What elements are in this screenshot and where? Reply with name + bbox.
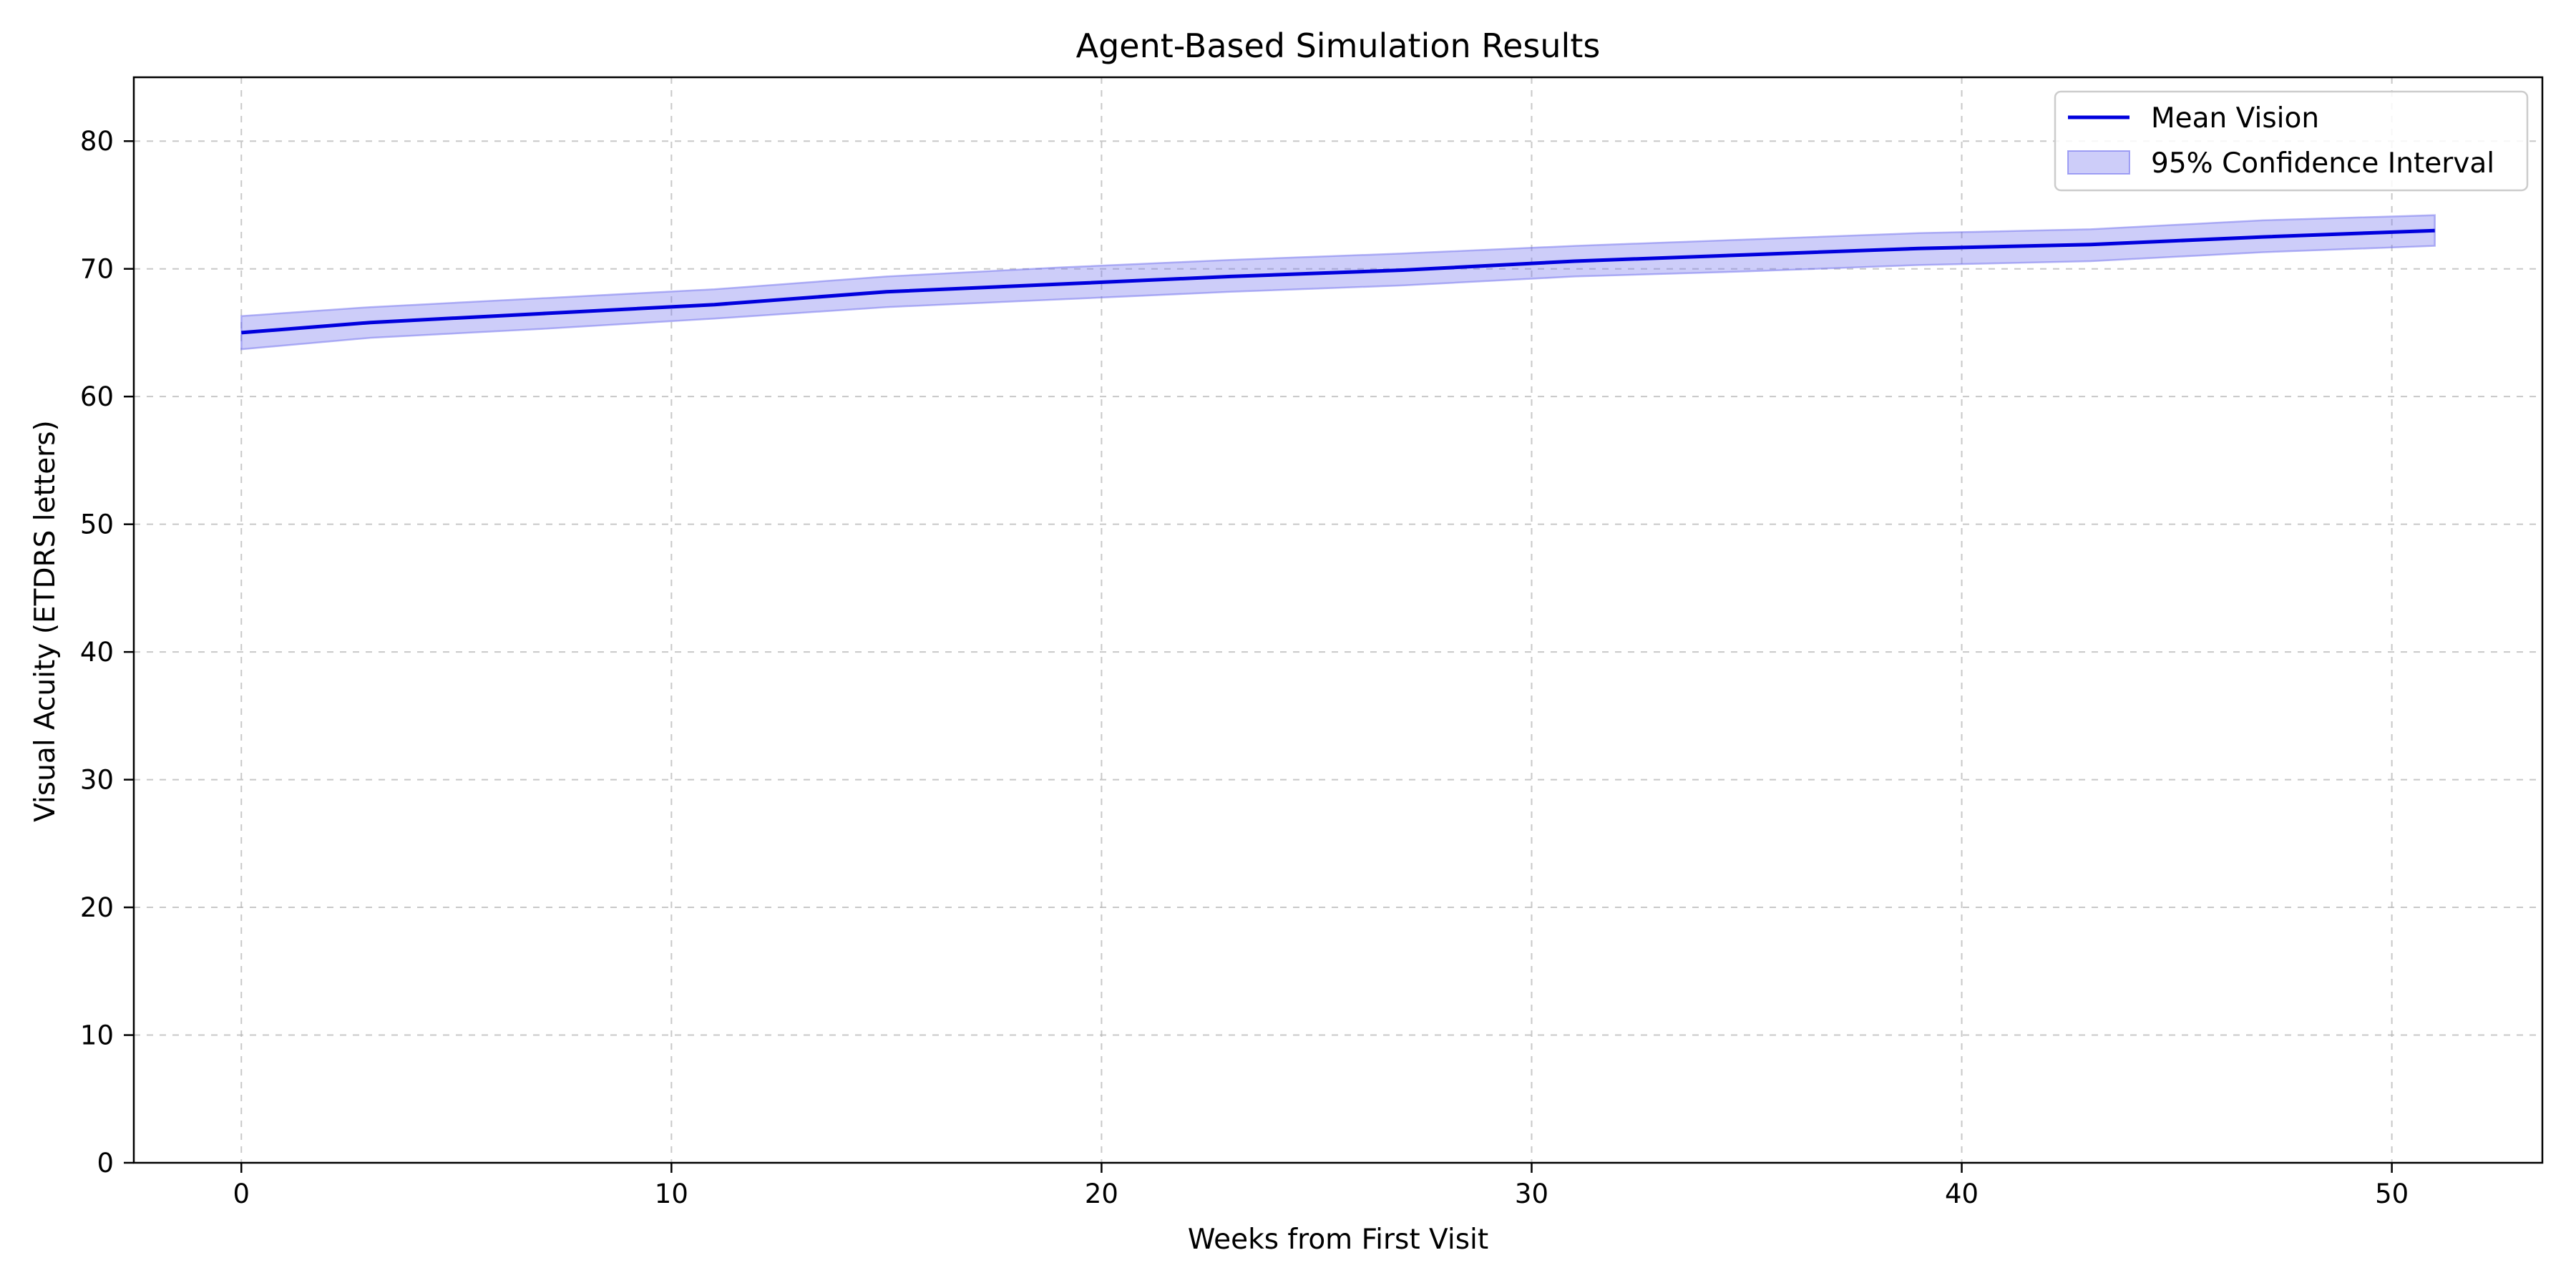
plot-frame xyxy=(132,76,2544,1164)
chart-title: Agent-Based Simulation Results xyxy=(1076,26,1601,65)
x-tick-label: 20 xyxy=(1085,1179,1118,1209)
y-tick-label: 40 xyxy=(80,637,114,668)
y-tick-label: 20 xyxy=(80,892,114,923)
x-tick-label: 40 xyxy=(1945,1179,1979,1209)
axis-ticks: 0 10 20 30 40 50 0 10 20 30 40 50 60 70 80 xyxy=(80,126,2409,1209)
x-tick-label: 30 xyxy=(1515,1179,1548,1209)
x-tick-label: 10 xyxy=(655,1179,688,1209)
series-line-mean-vision xyxy=(241,228,2435,335)
legend-box xyxy=(2054,90,2529,192)
x-tick-label: 50 xyxy=(2375,1179,2409,1209)
y-axis-title: Visual Acuity (ETDRS letters) xyxy=(29,420,62,822)
series-layer xyxy=(241,228,2435,335)
x-axis-title: Weeks from First Visit xyxy=(1188,1224,1488,1256)
y-tick-label: 30 xyxy=(80,765,114,796)
y-tick-label: 60 xyxy=(80,381,114,412)
legend: Mean Vision 95% Confidence Interval xyxy=(2054,90,2529,192)
x-tick-label: 0 xyxy=(233,1179,250,1209)
y-tick-label: 80 xyxy=(80,126,114,157)
legend-label-confidence-interval: 95% Confidence Interval xyxy=(2151,147,2494,180)
legend-label-mean-vision: Mean Vision xyxy=(2151,102,2319,135)
y-tick-label: 0 xyxy=(97,1148,114,1179)
y-tick-label: 70 xyxy=(80,254,114,285)
legend-swatch-confidence-interval xyxy=(2067,150,2130,175)
y-tick-label: 50 xyxy=(80,509,114,540)
y-tick-label: 10 xyxy=(80,1020,114,1051)
